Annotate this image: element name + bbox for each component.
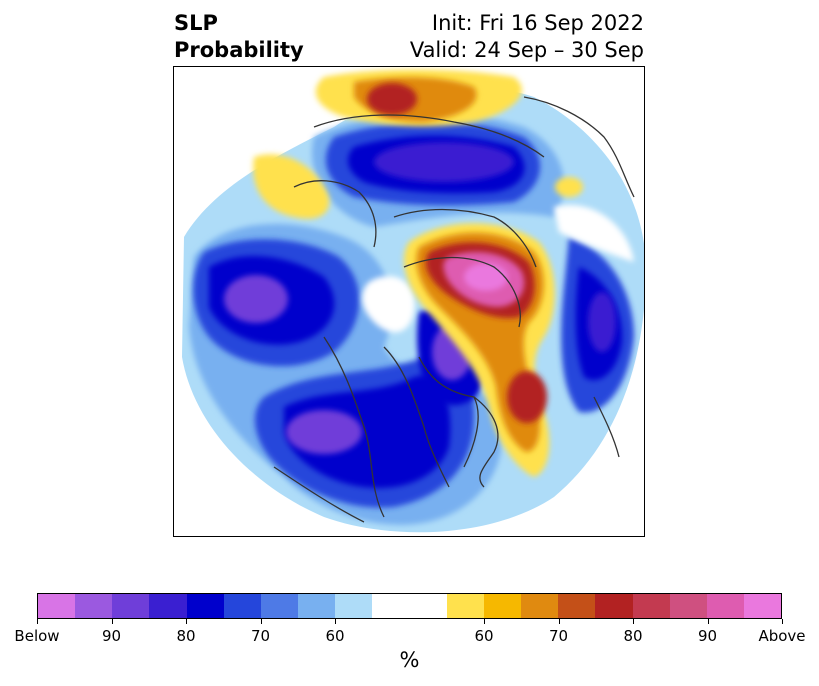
above-west-region bbox=[253, 154, 330, 219]
colorbar-tick-label: 70 bbox=[548, 627, 569, 645]
below-extreme-north bbox=[374, 142, 514, 182]
colorbar-segment bbox=[223, 594, 261, 618]
colorbar-tick-label: 80 bbox=[176, 627, 196, 645]
colorbar-tick-label: 70 bbox=[250, 627, 271, 645]
above-east-patch bbox=[555, 177, 583, 197]
init-date: Init: Fri 16 Sep 2022 bbox=[431, 11, 644, 35]
colorbar-tick-label: Above bbox=[758, 627, 806, 645]
colorbar bbox=[37, 593, 782, 619]
neutral-gap bbox=[362, 276, 415, 333]
colorbar-segment bbox=[483, 594, 522, 618]
colorbar-segment bbox=[186, 594, 224, 618]
colorbar-tick-mark bbox=[335, 619, 336, 624]
below-strong-core-america bbox=[284, 375, 451, 488]
above-strong-pacific bbox=[507, 371, 547, 423]
colorbar-tick-mark bbox=[484, 619, 485, 624]
colorbar-segment bbox=[521, 594, 559, 618]
colorbar-unit: % bbox=[399, 648, 420, 672]
colorbar-segment bbox=[743, 594, 782, 618]
colorbar-segment bbox=[372, 594, 410, 618]
colorbar-segment bbox=[335, 594, 373, 618]
colorbar-tick-labels: Below 90 80 70 60 60 70 80 90 Above bbox=[14, 627, 805, 647]
colorbar-tick-mark bbox=[37, 619, 38, 624]
colorbar-tick-mark bbox=[111, 619, 113, 624]
coastlines bbox=[273, 96, 635, 523]
title-slp: SLP bbox=[174, 11, 218, 35]
colorbar-segment bbox=[558, 594, 596, 618]
below-extreme-atlantic bbox=[224, 275, 288, 323]
colorbar-tick-mark bbox=[186, 619, 187, 624]
above-north-strong bbox=[367, 83, 417, 115]
colorbar-tick-mark bbox=[260, 619, 262, 624]
colorbar-tick-label: 90 bbox=[101, 627, 122, 645]
colorbar-tick-label: Below bbox=[14, 627, 60, 645]
probability-map bbox=[174, 67, 644, 536]
colorbar-tick-label: 80 bbox=[623, 627, 643, 645]
colorbar-segment bbox=[595, 594, 633, 618]
below-extreme-america bbox=[286, 410, 362, 454]
colorbar-tick-mark bbox=[707, 619, 709, 624]
title-right: Init: Fri 16 Sep 2022 Valid: 24 Sep – 30… bbox=[410, 10, 644, 64]
colorbar-tick-label: 90 bbox=[697, 627, 718, 645]
colorbar-segment bbox=[706, 594, 744, 618]
map-panel bbox=[173, 66, 645, 537]
above-max-core bbox=[464, 263, 508, 291]
colorbar-segment bbox=[669, 594, 707, 618]
valid-range: Valid: 24 Sep – 30 Sep bbox=[409, 38, 644, 62]
colorbar-segment bbox=[298, 594, 336, 618]
colorbar-tick-mark bbox=[558, 619, 560, 624]
neutral-gap-east bbox=[554, 205, 634, 262]
colorbar-segment bbox=[632, 594, 670, 618]
colorbar-tick-mark bbox=[782, 619, 783, 624]
colorbar-segment bbox=[112, 594, 150, 618]
colorbar-segment bbox=[409, 594, 447, 618]
colorbar-segment bbox=[260, 594, 299, 618]
colorbar-segment bbox=[446, 594, 484, 618]
title-probability: Probability bbox=[174, 38, 304, 62]
colorbar-tick-label: 60 bbox=[325, 627, 345, 645]
colorbar-segment bbox=[149, 594, 187, 618]
colorbar-tick-mark bbox=[633, 619, 634, 624]
title-left: SLP Probability bbox=[174, 10, 304, 64]
below-extreme-pacific bbox=[588, 292, 616, 352]
colorbar-segment bbox=[38, 594, 76, 618]
colorbar-segment bbox=[75, 594, 113, 618]
colorbar-tick-label: 60 bbox=[474, 627, 494, 645]
